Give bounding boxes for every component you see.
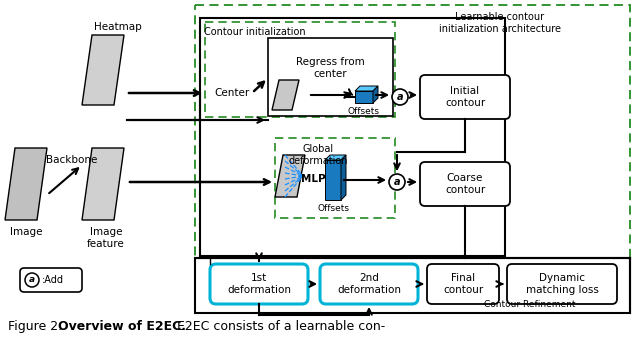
Text: Learnable contour
initialization architecture: Learnable contour initialization archite… <box>439 12 561 33</box>
Text: Regress from
center: Regress from center <box>296 57 364 79</box>
FancyBboxPatch shape <box>420 75 510 119</box>
Circle shape <box>389 174 405 190</box>
FancyBboxPatch shape <box>420 162 510 206</box>
Polygon shape <box>325 155 346 160</box>
Polygon shape <box>341 155 346 200</box>
Text: Heatmap: Heatmap <box>94 22 142 32</box>
Text: Initial
contour: Initial contour <box>445 86 485 108</box>
Text: Overview of E2EC.: Overview of E2EC. <box>58 320 186 333</box>
Circle shape <box>25 273 39 287</box>
Circle shape <box>392 89 408 105</box>
Text: Image
feature: Image feature <box>87 227 125 249</box>
Text: Contour initialization: Contour initialization <box>204 27 306 37</box>
Polygon shape <box>5 148 47 220</box>
Text: E2EC consists of a learnable con-: E2EC consists of a learnable con- <box>173 320 385 333</box>
Text: Image: Image <box>10 227 42 237</box>
Text: Offsets: Offsets <box>348 107 380 116</box>
Text: a: a <box>394 177 400 187</box>
Text: Final
contour: Final contour <box>443 273 483 295</box>
Polygon shape <box>82 35 124 105</box>
Text: :Add: :Add <box>42 275 64 285</box>
FancyBboxPatch shape <box>195 258 630 313</box>
FancyBboxPatch shape <box>427 264 499 304</box>
Polygon shape <box>275 155 305 197</box>
Text: Center: Center <box>214 88 249 98</box>
Text: Coarse
contour: Coarse contour <box>445 173 485 195</box>
Polygon shape <box>325 160 341 200</box>
Polygon shape <box>272 80 299 110</box>
Text: a: a <box>397 92 403 102</box>
FancyBboxPatch shape <box>268 38 393 116</box>
Polygon shape <box>373 86 378 103</box>
Text: MLP: MLP <box>301 174 325 184</box>
Text: Global
deformation: Global deformation <box>288 144 348 166</box>
Text: a: a <box>29 275 35 285</box>
Polygon shape <box>355 91 373 103</box>
Text: Contour Refinement: Contour Refinement <box>484 300 576 309</box>
FancyBboxPatch shape <box>20 268 82 292</box>
FancyBboxPatch shape <box>210 264 308 304</box>
Text: 2nd
deformation: 2nd deformation <box>337 273 401 295</box>
Text: 1st
deformation: 1st deformation <box>227 273 291 295</box>
FancyBboxPatch shape <box>200 18 505 256</box>
FancyBboxPatch shape <box>507 264 617 304</box>
Text: Offsets: Offsets <box>317 204 349 213</box>
Text: Dynamic
matching loss: Dynamic matching loss <box>525 273 598 295</box>
FancyBboxPatch shape <box>320 264 418 304</box>
Text: Figure 2.: Figure 2. <box>8 320 70 333</box>
Polygon shape <box>355 86 378 91</box>
Text: Backbone: Backbone <box>46 155 98 165</box>
Polygon shape <box>82 148 124 220</box>
FancyBboxPatch shape <box>196 259 629 312</box>
